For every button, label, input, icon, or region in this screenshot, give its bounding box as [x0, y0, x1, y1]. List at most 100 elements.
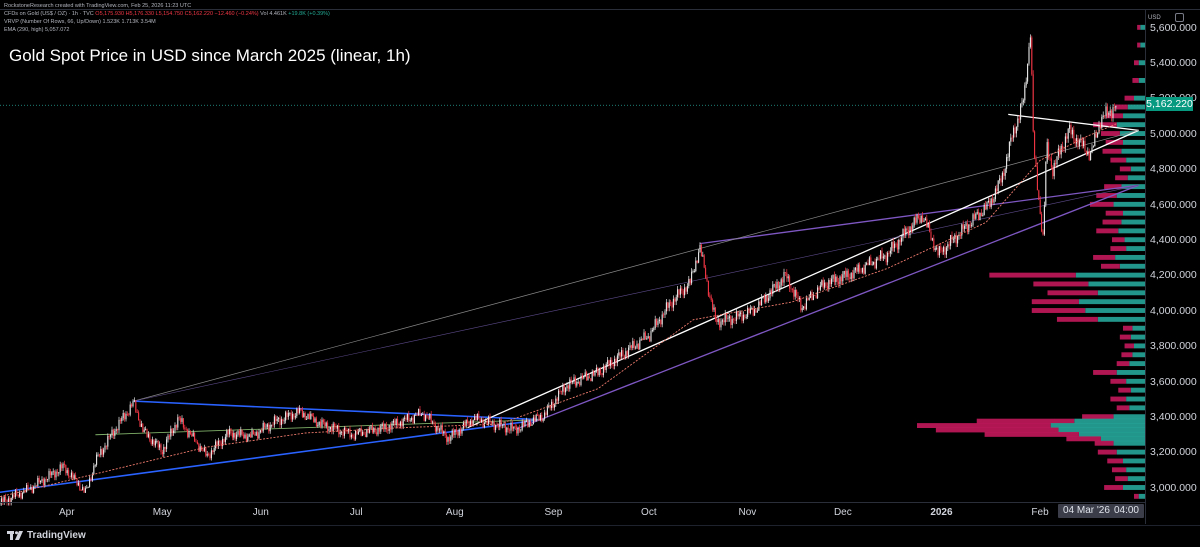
- candle-body: [433, 421, 435, 425]
- candle-body: [94, 464, 96, 466]
- candle-body: [628, 347, 630, 356]
- vp-row-down: [1119, 166, 1131, 172]
- candle-body: [686, 286, 688, 292]
- candle-body: [444, 431, 446, 436]
- candle-body: [19, 492, 21, 497]
- vp-row-up: [1133, 343, 1145, 349]
- candle-body: [856, 267, 858, 272]
- candle-body: [818, 287, 820, 290]
- y-tick-label: 5,000.000: [1150, 127, 1197, 140]
- candle-body: [828, 280, 830, 290]
- candle-body: [103, 449, 105, 455]
- candle-body: [7, 498, 9, 503]
- candle-body: [717, 319, 719, 322]
- symbol-name[interactable]: CFDs on Gold (US$ / OZ) · 1h · TVC: [4, 11, 94, 17]
- candle-body: [622, 350, 624, 356]
- candle-body: [1015, 126, 1017, 134]
- candle-body: [569, 379, 571, 389]
- candle-body: [889, 250, 891, 254]
- candle-body: [930, 231, 932, 240]
- candle-body: [496, 425, 498, 426]
- candle-body: [415, 414, 417, 416]
- candle-body: [579, 382, 581, 386]
- candle-body: [275, 416, 277, 422]
- candle-body: [702, 255, 704, 257]
- candle-body: [458, 429, 460, 436]
- candle-body: [422, 413, 424, 415]
- volume-value: Vol 4.461K: [260, 11, 287, 17]
- candle-body: [1036, 166, 1038, 191]
- candle-body: [229, 428, 231, 435]
- expand-icon[interactable]: [1175, 13, 1184, 22]
- candle-body: [901, 237, 903, 242]
- candle-body: [775, 284, 777, 289]
- candle-body: [313, 416, 315, 422]
- candle-body: [594, 371, 596, 376]
- tradingview-logo-icon[interactable]: [7, 531, 23, 540]
- candle-body: [706, 278, 708, 281]
- ema-legend[interactable]: EMA (290, high) 5,057.072: [4, 27, 70, 33]
- candle-body: [688, 279, 690, 287]
- vrvp-legend[interactable]: VRVP (Number Of Rows, 66, Up/Down) 1.523…: [4, 19, 156, 25]
- candle-body: [387, 429, 389, 431]
- footer-brand[interactable]: TradingView: [27, 530, 86, 541]
- candle-body: [364, 434, 366, 438]
- candle-body: [75, 475, 77, 479]
- candle-body: [836, 276, 838, 282]
- candle-body: [1084, 140, 1086, 151]
- symbol-legend[interactable]: CFDs on Gold (US$ / OZ) · 1h · TVC O5,17…: [4, 10, 330, 18]
- candle-body: [191, 434, 193, 437]
- candle-body: [178, 417, 180, 419]
- candle-body: [507, 427, 509, 430]
- trendline-white: [1008, 113, 1139, 131]
- candle-body: [278, 417, 280, 419]
- candle-body: [139, 420, 141, 427]
- candle-body: [857, 264, 859, 272]
- vp-row-down: [1115, 476, 1128, 482]
- candle-body: [1090, 152, 1092, 161]
- candle-body: [30, 486, 32, 490]
- candle-body: [824, 282, 826, 288]
- y-tick-label: 5,400.000: [1150, 57, 1197, 70]
- candle-body: [938, 246, 940, 256]
- candle-body: [1017, 118, 1019, 127]
- candle-body: [541, 415, 543, 421]
- candle-body: [509, 429, 511, 431]
- vp-row-up: [1126, 157, 1145, 163]
- candle-body: [353, 436, 355, 440]
- candle-body: [380, 426, 382, 432]
- candle-body: [863, 267, 865, 274]
- candle-body: [307, 414, 309, 420]
- candle-body: [1104, 115, 1106, 117]
- candle-body: [957, 236, 959, 244]
- candle-body: [38, 478, 40, 483]
- candle-body: [187, 429, 189, 437]
- candle-body: [1105, 106, 1107, 117]
- candle-body: [70, 472, 72, 477]
- candle-body: [47, 479, 49, 480]
- candle-body: [27, 485, 29, 490]
- candle-body: [559, 390, 561, 392]
- candle-body: [773, 284, 775, 286]
- candle-body: [208, 453, 210, 455]
- candle-body: [404, 417, 406, 419]
- candle-body: [539, 415, 541, 421]
- candle-body: [920, 215, 922, 223]
- candle-body: [741, 312, 743, 321]
- candle-body: [784, 272, 786, 273]
- candle-body: [629, 345, 631, 348]
- candle-body: [72, 472, 74, 479]
- candle-body: [968, 224, 970, 232]
- vp-row-up: [1058, 427, 1145, 433]
- y-tick-label: 4,600.000: [1150, 198, 1197, 211]
- candle-body: [709, 295, 711, 297]
- volume-profile: [917, 24, 1145, 499]
- candle-body: [1094, 133, 1096, 147]
- y-tick-label: 4,800.000: [1150, 163, 1197, 176]
- candle-body: [420, 414, 422, 417]
- vp-row-up: [1116, 122, 1145, 128]
- x-tick-label: Feb: [1031, 507, 1049, 518]
- candle-body: [482, 419, 484, 428]
- candle-body: [1098, 124, 1100, 134]
